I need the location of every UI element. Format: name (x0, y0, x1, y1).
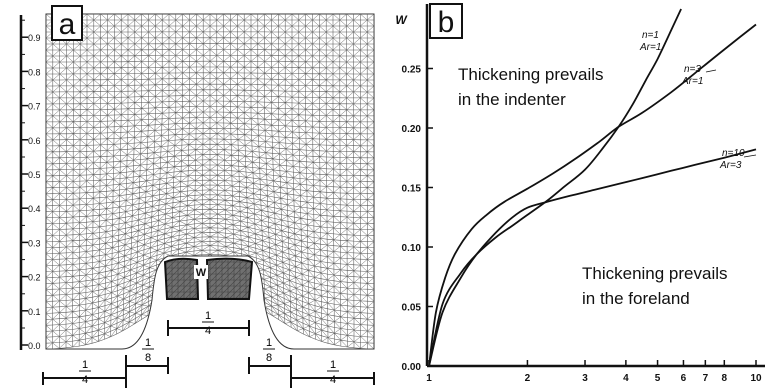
curve-label-n3: n=3 Ar=1 (681, 64, 717, 87)
svg-text:Thickening prevails: Thickening prevails (582, 264, 728, 283)
y-tick-label: 0.5 (28, 170, 41, 180)
annotation-foreland: Thickening prevails in the foreland (582, 264, 728, 308)
svg-text:in the indenter: in the indenter (458, 90, 566, 109)
svg-text:Ar=1: Ar=1 (681, 76, 703, 87)
series-line-2 (429, 23, 757, 366)
panel-b-label: b (438, 6, 455, 39)
panel-b-axes: 0.00 0.05 0.10 0.15 0.20 0.25 1 2 3 4 5 6 7 8 10 (402, 4, 765, 384)
curve-label-n10: n=10 Ar=3 (719, 148, 757, 171)
b-x-tick-label: 10 (750, 373, 762, 384)
svg-text:n=1: n=1 (642, 30, 659, 41)
svg-text:1: 1 (330, 359, 336, 371)
block-label-box (194, 265, 208, 279)
svg-text:n=10: n=10 (722, 148, 745, 159)
svg-text:n=3: n=3 (684, 64, 701, 75)
y-tick-label: 0.9 (28, 33, 41, 43)
b-y-tick-label: 0.05 (402, 303, 422, 314)
y-tick-label: 0.7 (28, 102, 41, 112)
dimension-left: 1 4 (42, 355, 127, 388)
block-right-outline (205, 257, 254, 300)
dimension-right-shoulder: 1 8 (248, 337, 291, 374)
b-x-tick-label: 2 (525, 373, 531, 384)
svg-text:in the foreland: in the foreland (582, 289, 690, 308)
panel-a-label-box: a (51, 5, 83, 41)
y-tick-label: 0.4 (28, 204, 41, 214)
block-label: W (196, 267, 207, 279)
svg-text:4: 4 (205, 325, 211, 337)
svg-text:1: 1 (145, 337, 151, 349)
dimension-center: 1 4 (167, 310, 250, 337)
svg-text:4: 4 (82, 374, 88, 386)
svg-text:4: 4 (330, 374, 336, 386)
svg-text:1: 1 (266, 337, 272, 349)
series-line-3 (429, 148, 757, 366)
svg-text:Ar=3: Ar=3 (719, 160, 742, 171)
svg-text:1: 1 (82, 359, 88, 371)
panel-b: 0.00 0.05 0.10 0.15 0.20 0.25 1 2 3 4 5 6 7 8 10 W b T… (395, 3, 765, 384)
block-right-fill (207, 258, 252, 299)
dimension-left-shoulder: 1 8 (127, 337, 169, 374)
b-x-tick-label: 4 (623, 373, 629, 384)
block-left-outline (163, 257, 200, 300)
b-x-tick-label: 1 (426, 373, 432, 384)
panel-a-label: a (59, 8, 76, 41)
svg-text:8: 8 (266, 352, 272, 364)
curve-label-n1: n=1 Ar=1 (639, 30, 661, 53)
y-tick-label: 0.6 (28, 136, 41, 146)
annotation-indenter: Thickening prevails in the indenter (458, 65, 604, 109)
y-tick-label: 0.1 (28, 307, 41, 317)
b-x-tick-label: 7 (703, 373, 709, 384)
b-y-tick-label: 0.15 (402, 184, 422, 195)
b-x-tick-label: 6 (681, 373, 687, 384)
svg-text:1: 1 (205, 310, 211, 322)
y-tick-label: 0.2 (28, 273, 41, 283)
series-lines (429, 8, 757, 366)
panel-b-label-box: b (429, 3, 463, 39)
svg-text:Ar=1: Ar=1 (639, 42, 661, 53)
b-y-tick-label: 0.20 (402, 124, 422, 135)
y-axis-title: W (395, 13, 408, 27)
b-x-tick-label: 3 (582, 373, 588, 384)
b-y-tick-label: 0.10 (402, 243, 422, 254)
b-x-tick-label: 5 (655, 373, 661, 384)
panel-a: W 0.0 0.1 0.2 0.3 0.4 0.5 0.6 0.7 0.8 0.9 a 1 4 1… (19, 5, 375, 388)
y-tick-label: 0.8 (28, 67, 41, 77)
y-tick-label: 0.0 (28, 341, 41, 351)
panel-a-y-axis: 0.0 0.1 0.2 0.3 0.4 0.5 0.6 0.7 0.8 0.9 (19, 15, 41, 351)
deformed-block: W (163, 257, 254, 300)
b-x-tick-label: 8 (722, 373, 728, 384)
b-y-tick-label: 0.25 (402, 65, 422, 76)
y-tick-label: 0.3 (28, 238, 41, 248)
svg-text:8: 8 (145, 352, 151, 364)
series-line-1 (429, 8, 682, 366)
svg-text:Thickening prevails: Thickening prevails (458, 65, 604, 84)
dimension-right: 1 4 (290, 355, 375, 388)
b-y-tick-label: 0.00 (402, 362, 422, 373)
